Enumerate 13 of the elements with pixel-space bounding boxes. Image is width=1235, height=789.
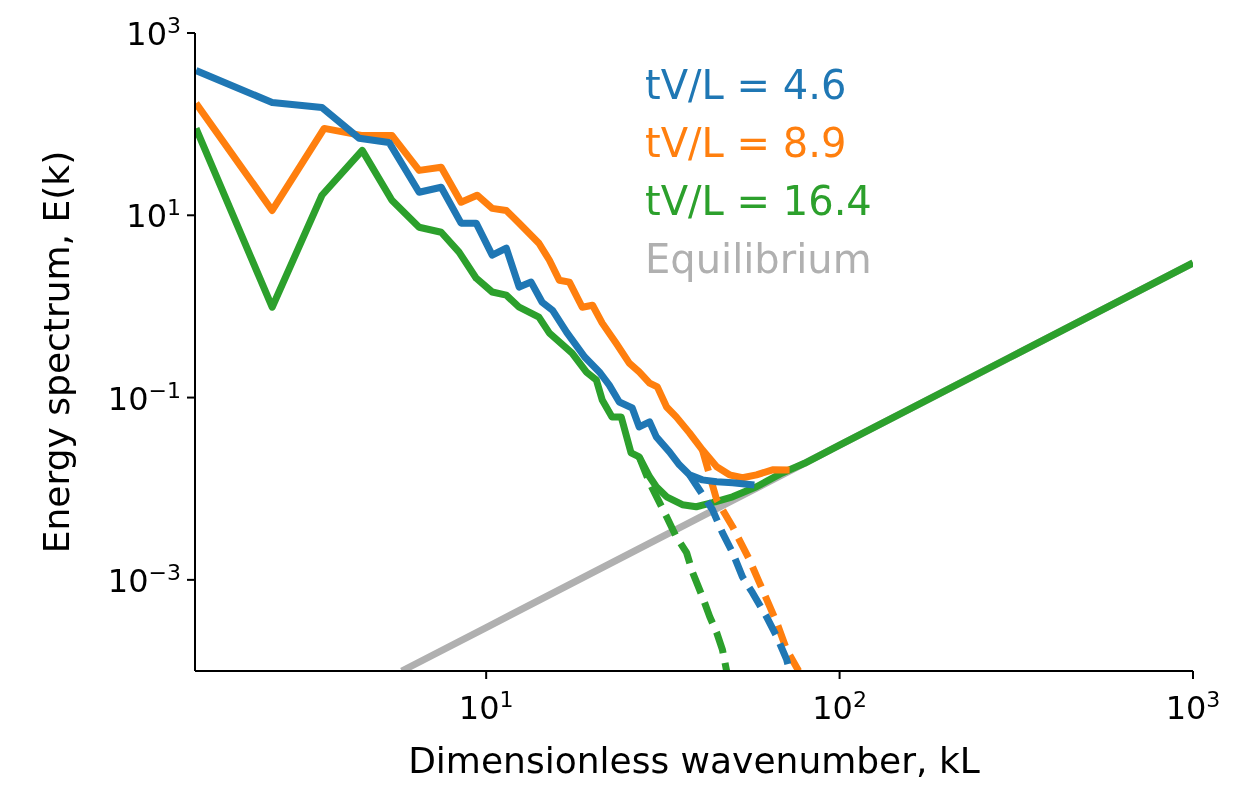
y-tick-label: 10$^{1}$ [126, 194, 181, 236]
y-tick-label: 10$^{−3}$ [107, 559, 181, 600]
y-axis-title: Energy spectrum, E(k) [35, 150, 77, 554]
text: tV/L = 16.4 [645, 177, 872, 226]
y-tick-label: 10$^{−1}$ [107, 377, 181, 418]
x-tick-label: 10$^{1}$ [458, 686, 514, 727]
x-tick-label: 10$^{2}$ [812, 686, 867, 727]
text: tV/L = 4.6 [645, 61, 848, 110]
x-tick-label: 10$^{3}$ [1165, 686, 1221, 727]
y-tick-label: 10$^{3}$ [126, 12, 181, 53]
text: tV/L = 8.9 [645, 119, 848, 168]
text: Equilibrium [645, 235, 872, 284]
x-axis-title: Dimensionless wavenumber, kL [408, 740, 980, 781]
